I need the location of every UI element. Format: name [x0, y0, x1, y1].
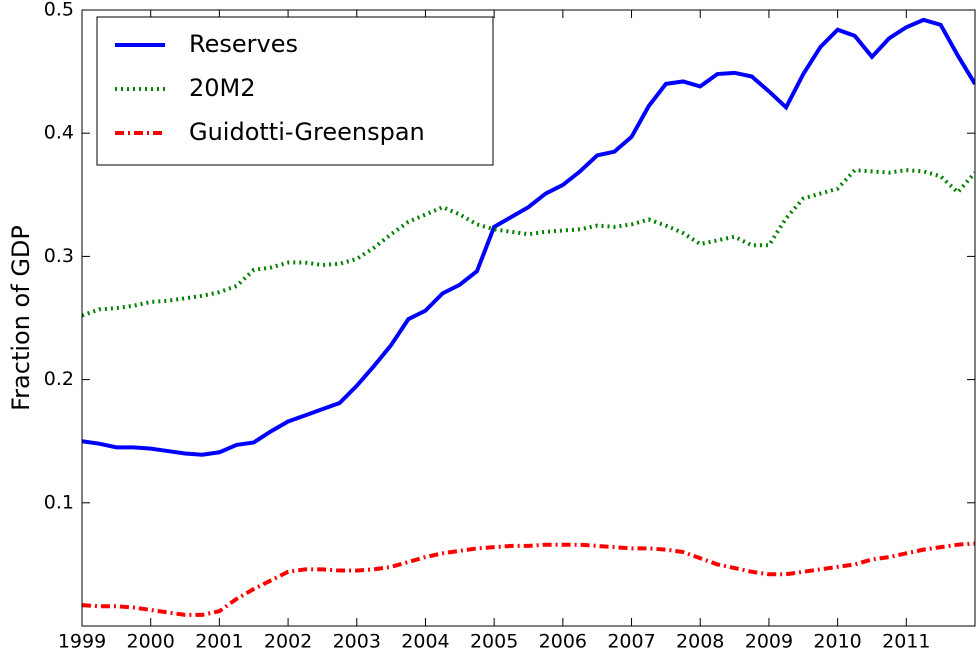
y-tick-label: 0.3 — [44, 245, 74, 267]
x-tick-label: 2004 — [401, 631, 449, 653]
x-tick-label: 2001 — [195, 631, 243, 653]
x-tick-label: 2007 — [607, 631, 655, 653]
y-tick-label: 0.1 — [44, 491, 74, 513]
series-line — [82, 541, 975, 617]
series-line — [82, 168, 975, 318]
legend-label: 20M2 — [189, 74, 256, 102]
legend-label: Guidotti-Greenspan — [189, 118, 425, 146]
x-tick-label: 2000 — [127, 631, 175, 653]
x-tick-label: 2009 — [745, 631, 793, 653]
y-tick-label: 0.2 — [44, 368, 74, 390]
y-tick-label: 0.4 — [44, 122, 74, 144]
x-tick-label: 2005 — [470, 631, 518, 653]
x-tick-label: 2011 — [882, 631, 930, 653]
x-tick-label: 1999 — [58, 631, 106, 653]
x-tick-label: 2003 — [333, 631, 381, 653]
series-line — [82, 17, 975, 457]
x-tick-label: 2006 — [539, 631, 587, 653]
y-axis-label: Fraction of GDP — [7, 225, 35, 411]
y-tick-label: 0.5 — [44, 0, 74, 21]
plot-frame — [81, 9, 976, 627]
x-tick-label: 2002 — [264, 631, 312, 653]
x-tick-label: 2008 — [676, 631, 724, 653]
x-tick-label: 2010 — [813, 631, 861, 653]
legend-label: Reserves — [189, 30, 298, 58]
